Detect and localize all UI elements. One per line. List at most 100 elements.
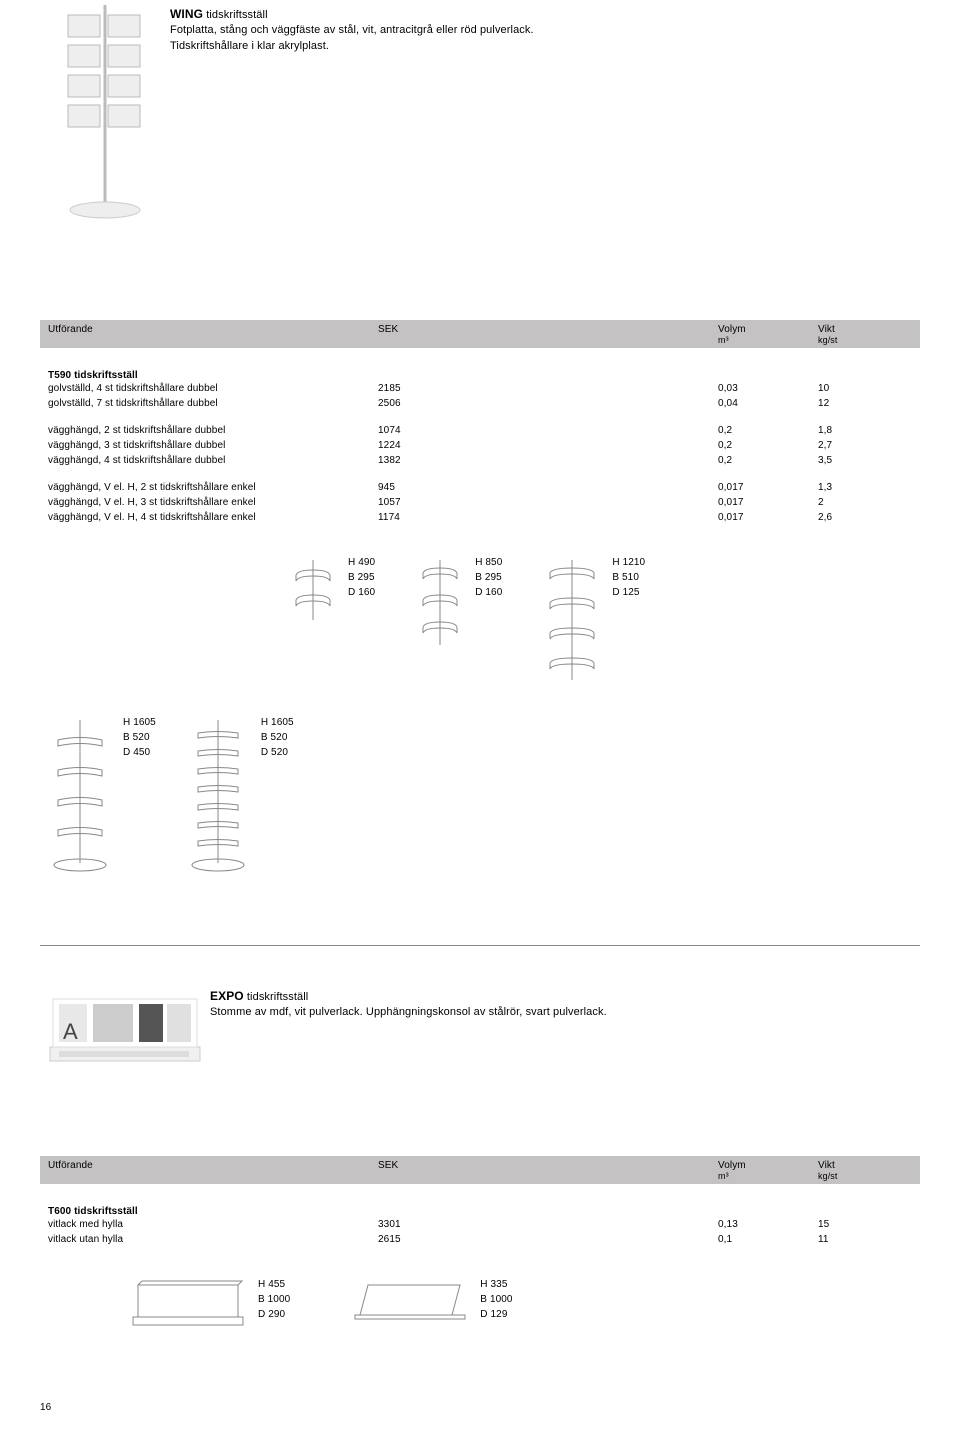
cell-vikt: 2: [818, 495, 888, 510]
dim-b: B 510: [612, 570, 645, 585]
th-volym-label: Volym: [718, 324, 746, 335]
cell-vol: 0,017: [718, 480, 818, 495]
th-volym: Volym m³: [718, 324, 818, 345]
cell-vol: 0,03: [718, 381, 818, 396]
t600-title: T600 tidskriftsställ: [48, 1206, 912, 1217]
cell-sek: 2506: [378, 396, 718, 411]
diagram-wall-4: H 1210 B 510 D 125: [542, 555, 645, 685]
cell-vikt: 2,7: [818, 438, 888, 453]
th-vikt: Vikt kg/st: [818, 324, 888, 345]
cell-vol: 0,13: [718, 1217, 818, 1232]
th-vikt: Vikt kg/st: [818, 1160, 888, 1181]
cell-label: golvställd, 4 st tidskriftshållare dubbe…: [48, 381, 378, 396]
th-volym-label: Volym: [718, 1160, 746, 1171]
dim-b: B 295: [475, 570, 502, 585]
cell-sek: 1382: [378, 453, 718, 468]
dim-d: D 520: [261, 745, 294, 760]
cell-vikt: 2,6: [818, 510, 888, 525]
page-number: 16: [40, 1402, 920, 1413]
table-row: vägghängd, 3 st tidskriftshållare dubbel…: [48, 438, 912, 453]
diagram-wall-2: H 490 B 295 D 160: [288, 555, 375, 625]
wing-title: WING: [170, 7, 203, 21]
cell-vikt: 15: [818, 1217, 888, 1232]
diagram-expo-shelf: H 455 B 1000 D 290: [128, 1277, 290, 1332]
expo-desc-text: Stomme av mdf, vit pulverlack. Upphängni…: [210, 1005, 607, 1020]
th-utforande: Utförande: [48, 324, 378, 335]
table-header: Utförande SEK Volym m³ Vikt kg/st: [40, 320, 920, 348]
t590-title: T590 tidskriftsställ: [48, 370, 912, 381]
dim-h: H 1605: [123, 715, 156, 730]
dim-h: H 1605: [261, 715, 294, 730]
table-row: vitlack utan hylla26150,111: [48, 1232, 912, 1247]
th-vikt-unit: kg/st: [818, 335, 888, 345]
wing-line1: Fotplatta, stång och väggfäste av stål, …: [170, 23, 534, 38]
dim-d: D 290: [258, 1307, 290, 1322]
dim-d: D 450: [123, 745, 156, 760]
t590-body: T590 tidskriftsställ golvställd, 4 st ti…: [40, 348, 920, 525]
dim-h: H 490: [348, 555, 375, 570]
table-row: golvställd, 4 st tidskriftshållare dubbe…: [48, 381, 912, 396]
t590-table: Utförande SEK Volym m³ Vikt kg/st T590 t…: [40, 320, 920, 525]
dim-d: D 160: [348, 585, 375, 600]
cell-vol: 0,2: [718, 453, 818, 468]
cell-sek: 1057: [378, 495, 718, 510]
cell-sek: 2615: [378, 1232, 718, 1247]
th-sek: SEK: [378, 1160, 718, 1171]
cell-vikt: 1,8: [818, 423, 888, 438]
th-vikt-unit: kg/st: [818, 1171, 888, 1181]
expo-photo: A: [40, 986, 210, 1076]
expo-title: EXPO: [210, 989, 244, 1003]
th-volym-unit: m³: [718, 1171, 818, 1181]
cell-label: vägghängd, V el. H, 2 st tidskriftshålla…: [48, 480, 378, 495]
cell-sek: 2185: [378, 381, 718, 396]
dim-h: H 1210: [612, 555, 645, 570]
wing-line2: Tidskriftshållare i klar akrylplast.: [170, 39, 534, 54]
t600-body: T600 tidskriftsställ vitlack med hylla33…: [40, 1184, 920, 1247]
th-volym: Volym m³: [718, 1160, 818, 1181]
wing-diagrams-top: H 490 B 295 D 160 H 850 B 295: [280, 555, 920, 685]
wing-description: WING tidskriftsställ Fotplatta, stång oc…: [170, 0, 534, 54]
table-row: golvställd, 7 st tidskriftshållare dubbe…: [48, 396, 912, 411]
cell-label: vägghängd, 4 st tidskriftshållare dubbel: [48, 453, 378, 468]
cell-vikt: 11: [818, 1232, 888, 1247]
cell-sek: 945: [378, 480, 718, 495]
table-row: vägghängd, V el. H, 2 st tidskriftshålla…: [48, 480, 912, 495]
dim-b: B 520: [261, 730, 294, 745]
cell-vol: 0,2: [718, 423, 818, 438]
diagram-floor-7: H 1605 B 520 D 520: [186, 715, 294, 875]
svg-text:A: A: [63, 1019, 78, 1044]
cell-vol: 0,017: [718, 510, 818, 525]
th-vikt-label: Vikt: [818, 324, 835, 335]
cell-vikt: 1,3: [818, 480, 888, 495]
expo-diagrams: H 455 B 1000 D 290 H 335 B 1000 D 129: [120, 1277, 920, 1332]
cell-vol: 0,2: [718, 438, 818, 453]
diagram-floor-4: H 1605 B 520 D 450: [48, 715, 156, 875]
cell-label: vägghängd, 3 st tidskriftshållare dubbel: [48, 438, 378, 453]
cell-vol: 0,1: [718, 1232, 818, 1247]
cell-sek: 1074: [378, 423, 718, 438]
cell-label: golvställd, 7 st tidskriftshållare dubbe…: [48, 396, 378, 411]
expo-subtitle: tidskriftsställ: [247, 991, 308, 1003]
table-header: Utförande SEK Volym m³ Vikt kg/st: [40, 1156, 920, 1184]
dim-h: H 455: [258, 1277, 290, 1292]
cell-sek: 1174: [378, 510, 718, 525]
t600-table: Utförande SEK Volym m³ Vikt kg/st T600 t…: [40, 1156, 920, 1247]
cell-label: vägghängd, V el. H, 4 st tidskriftshålla…: [48, 510, 378, 525]
dim-d: D 125: [612, 585, 645, 600]
table-row: vägghängd, 4 st tidskriftshållare dubbel…: [48, 453, 912, 468]
table-row: vägghängd, 2 st tidskriftshållare dubbel…: [48, 423, 912, 438]
dim-h: H 335: [480, 1277, 512, 1292]
dim-b: B 1000: [258, 1292, 290, 1307]
dim-b: B 1000: [480, 1292, 512, 1307]
cell-vikt: 3,5: [818, 453, 888, 468]
cell-vol: 0,017: [718, 495, 818, 510]
th-sek: SEK: [378, 324, 718, 335]
cell-vikt: 12: [818, 396, 888, 411]
cell-label: vitlack utan hylla: [48, 1232, 378, 1247]
dim-d: D 129: [480, 1307, 512, 1322]
dim-d: D 160: [475, 585, 502, 600]
cell-label: vägghängd, 2 st tidskriftshållare dubbel: [48, 423, 378, 438]
divider: [40, 945, 920, 946]
th-vikt-label: Vikt: [818, 1160, 835, 1171]
wing-diagrams-bottom: H 1605 B 520 D 450: [40, 715, 920, 875]
